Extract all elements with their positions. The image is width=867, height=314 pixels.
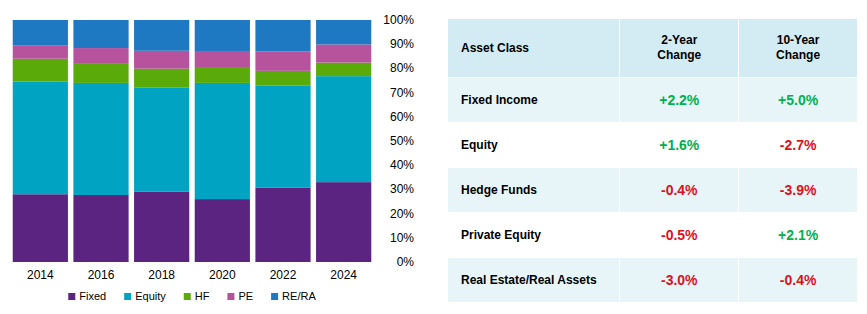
bar-segment	[134, 88, 189, 192]
legend-label: HF	[195, 290, 210, 302]
bar-segment	[316, 44, 371, 62]
y-tick-label: 20%	[390, 207, 414, 221]
y-tick-label: 70%	[390, 86, 414, 100]
bar-segment	[73, 48, 128, 63]
bar-segment	[195, 68, 250, 83]
asset-class-cell: Hedge Funds	[448, 168, 620, 213]
change-cell: +2.2%	[620, 78, 739, 123]
asset-class-cell: Fixed Income	[448, 78, 620, 123]
legend-swatch	[184, 293, 191, 300]
y-tick	[374, 116, 377, 117]
bars	[13, 20, 372, 262]
x-tick-label: 2014	[27, 268, 54, 282]
bar-segment	[255, 20, 310, 51]
y-tick-label: 10%	[390, 231, 414, 245]
x-tick-label: 2024	[330, 268, 357, 282]
chart: 2014 2016 2018 2020 2022 2024 0% 10% 20% 30% 40% 50…	[0, 0, 440, 314]
bar-segment	[134, 20, 189, 51]
legend-swatch	[68, 293, 75, 300]
bar-segment	[195, 199, 250, 262]
header-text: 10-Year Change	[772, 33, 824, 63]
legend: Fixed Equity HF PE RE/RA	[68, 290, 316, 302]
legend-swatch	[227, 293, 234, 300]
y-tick-label: 0%	[397, 255, 415, 269]
legend-label: PE	[238, 290, 253, 302]
table-row: Real Estate/Real Assets-3.0%-0.4%	[448, 258, 858, 303]
change-cell: -0.4%	[620, 168, 739, 213]
bar-segment	[13, 46, 68, 59]
bar-segment	[134, 51, 189, 69]
legend-swatch	[271, 293, 278, 300]
bar-segment	[195, 83, 250, 199]
bar-segment	[195, 51, 250, 68]
asset-class-cell: Real Estate/Real Assets	[448, 258, 620, 303]
bar-segment	[195, 20, 250, 51]
asset-class-cell: Equity	[448, 123, 620, 168]
bar-segment	[13, 82, 68, 195]
change-cell: -3.0%	[620, 258, 739, 303]
change-cell: +2.1%	[739, 213, 858, 258]
y-tick	[374, 20, 377, 21]
x-tick-label: 2022	[270, 268, 297, 282]
bar-segment	[134, 69, 189, 88]
y-tick	[374, 262, 377, 263]
header-cell: 2-Year Change	[620, 19, 739, 78]
y-tick	[374, 44, 377, 45]
table-row: Equity+1.6%-2.7%	[448, 123, 858, 168]
header-row: Asset Class 2-Year Change 10-Year Change	[448, 19, 858, 78]
header-cell: Asset Class	[448, 19, 620, 78]
header-text: 2-Year Change	[653, 33, 705, 63]
change-cell: +1.6%	[620, 123, 739, 168]
table-row: Private Equity-0.5%+2.1%	[448, 213, 858, 258]
bar-segment	[13, 20, 68, 46]
x-tick-label: 2016	[88, 268, 115, 282]
y-tick	[374, 213, 377, 214]
bar-segment	[73, 195, 128, 262]
bar-segment	[73, 83, 128, 195]
y-tick	[374, 165, 377, 166]
y-tick-label: 40%	[390, 158, 414, 172]
change-cell: -3.9%	[739, 168, 858, 213]
header-cell: 10-Year Change	[739, 19, 858, 78]
bar-segment	[134, 192, 189, 262]
table-row: Hedge Funds-0.4%-3.9%	[448, 168, 858, 213]
legend-swatch	[124, 293, 131, 300]
x-tick-label: 2018	[148, 268, 175, 282]
bar-segment	[13, 194, 68, 262]
x-tick-label: 2020	[209, 268, 236, 282]
table-row: Fixed Income+2.2%+5.0%	[448, 78, 858, 123]
y-tick-label: 50%	[390, 134, 414, 148]
header-text: Asset Class	[461, 41, 529, 55]
change-cell: -2.7%	[739, 123, 858, 168]
bar-segment	[255, 51, 310, 70]
y-tick	[374, 141, 377, 142]
bar-segment	[316, 76, 371, 182]
change-cell: -0.5%	[620, 213, 739, 258]
bar-segment	[255, 187, 310, 262]
legend-label: Fixed	[79, 290, 106, 302]
y-tick-label: 100%	[383, 13, 414, 27]
y-tick-label: 60%	[390, 110, 414, 124]
change-cell: -0.4%	[739, 258, 858, 303]
bar-segment	[316, 20, 371, 44]
change-cell: +5.0%	[739, 78, 858, 123]
y-tick	[374, 92, 377, 93]
y-tick-label: 80%	[390, 61, 414, 75]
asset-class-cell: Private Equity	[448, 213, 620, 258]
bar-segment	[255, 71, 310, 86]
y-tick	[374, 68, 377, 69]
bar-segment	[316, 182, 371, 262]
bar-segment	[13, 59, 68, 82]
bar-segment	[255, 85, 310, 187]
legend-label: Equity	[135, 290, 166, 302]
legend-label: RE/RA	[282, 290, 316, 302]
y-tick-label: 30%	[390, 182, 414, 196]
bar-segment	[73, 63, 128, 83]
bar-segment	[316, 63, 371, 77]
table: Asset Class 2-Year Change 10-Year Change Fi…	[447, 18, 858, 303]
y-tick	[374, 189, 377, 190]
y-tick	[374, 237, 377, 238]
bar-segment	[73, 20, 128, 48]
y-tick-label: 90%	[390, 37, 414, 51]
